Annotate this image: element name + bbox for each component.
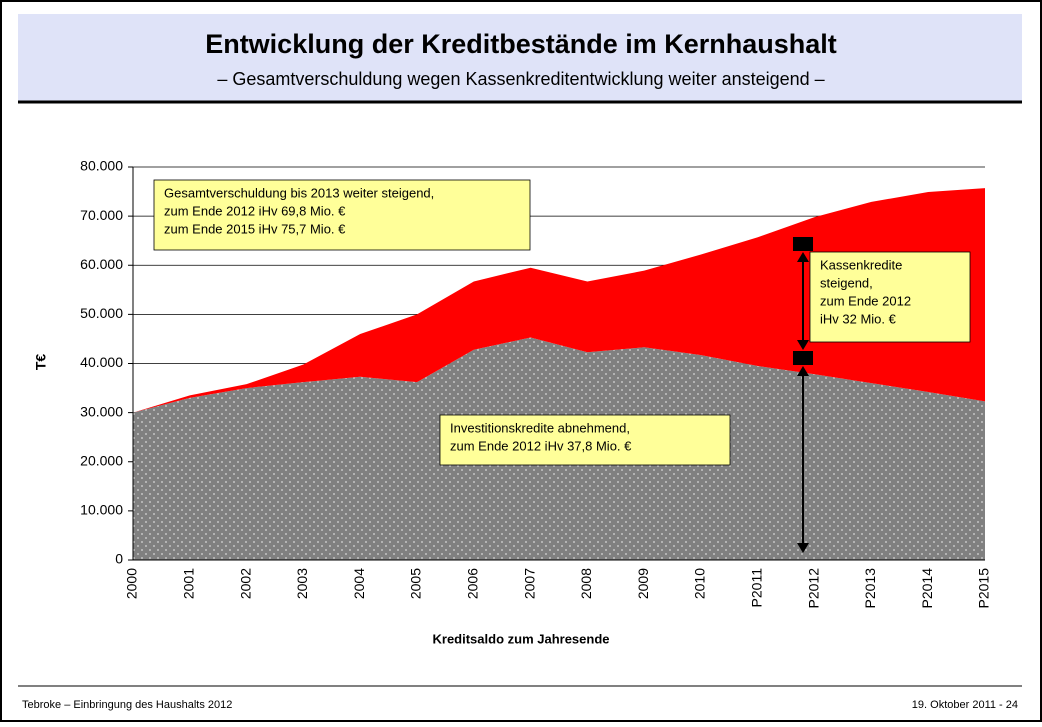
footer-left: Tebroke – Einbringung des Haushalts 2012 — [22, 699, 232, 711]
annotation-box — [809, 251, 971, 343]
y-tick-label: 50.000 — [80, 305, 123, 321]
title: Entwicklung der Kreditbestände im Kernha… — [205, 29, 837, 59]
marker — [793, 351, 813, 365]
annotation-box — [439, 414, 731, 466]
x-tick-label: 2007 — [521, 568, 537, 599]
y-tick-label: 0 — [115, 551, 123, 567]
header-band — [18, 14, 1022, 102]
y-tick-label: 10.000 — [80, 502, 123, 518]
x-tick-label: 2005 — [408, 568, 424, 599]
annotation-text: Kassenkredite — [820, 257, 902, 272]
x-tick-label: 2003 — [294, 568, 310, 599]
arrow-head — [797, 252, 809, 262]
x-tick-label: 2009 — [635, 568, 651, 599]
y-tick-label: 40.000 — [80, 354, 123, 370]
arrow-head — [797, 340, 809, 350]
x-tick-label: P2015 — [976, 568, 992, 609]
annotation-text: iHv 32 Mio. € — [820, 311, 897, 326]
x-tick-label: P2014 — [919, 568, 935, 609]
x-tick-label: P2011 — [749, 568, 765, 608]
y-tick-label: 20.000 — [80, 452, 123, 468]
marker — [793, 237, 813, 251]
arrow-head — [797, 366, 809, 376]
x-axis-title: Kreditsaldo zum Jahresende — [433, 631, 610, 646]
annotation-text: zum Ende 2012 iHv 69,8 Mio. € — [164, 203, 346, 218]
annotation-text: Gesamtverschuldung bis 2013 weiter steig… — [164, 185, 434, 200]
y-tick-label: 30.000 — [80, 403, 123, 419]
y-tick-label: 60.000 — [80, 256, 123, 272]
annotation-text: zum Ende 2012 iHv 37,8 Mio. € — [450, 438, 632, 453]
x-tick-label: 2002 — [237, 568, 253, 599]
x-tick-label: P2012 — [805, 568, 821, 609]
subtitle: – Gesamtverschuldung wegen Kassenkredite… — [217, 69, 824, 89]
x-tick-label: 2001 — [181, 568, 197, 599]
annotation-text: zum Ende 2012 — [820, 293, 911, 308]
y-tick-label: 70.000 — [80, 207, 123, 223]
annotation-text: zum Ende 2015 iHv 75,7 Mio. € — [164, 221, 346, 236]
x-tick-label: P2013 — [862, 568, 878, 609]
area — [133, 188, 985, 413]
x-tick-label: 2000 — [124, 568, 140, 599]
y-axis-title: T€ — [33, 354, 49, 371]
x-tick-label: 2008 — [578, 568, 594, 599]
x-tick-label: 2010 — [692, 568, 708, 599]
annotation-box — [153, 179, 531, 251]
footer-right: 19. Oktober 2011 - 24 — [912, 699, 1018, 711]
arrow-head — [797, 543, 809, 553]
x-tick-label: 2006 — [465, 568, 481, 599]
x-tick-label: 2004 — [351, 568, 367, 599]
y-tick-label: 80.000 — [80, 158, 123, 174]
annotation-text: steigend, — [820, 275, 873, 290]
annotation-text: Investitionskredite abnehmend, — [450, 420, 630, 435]
